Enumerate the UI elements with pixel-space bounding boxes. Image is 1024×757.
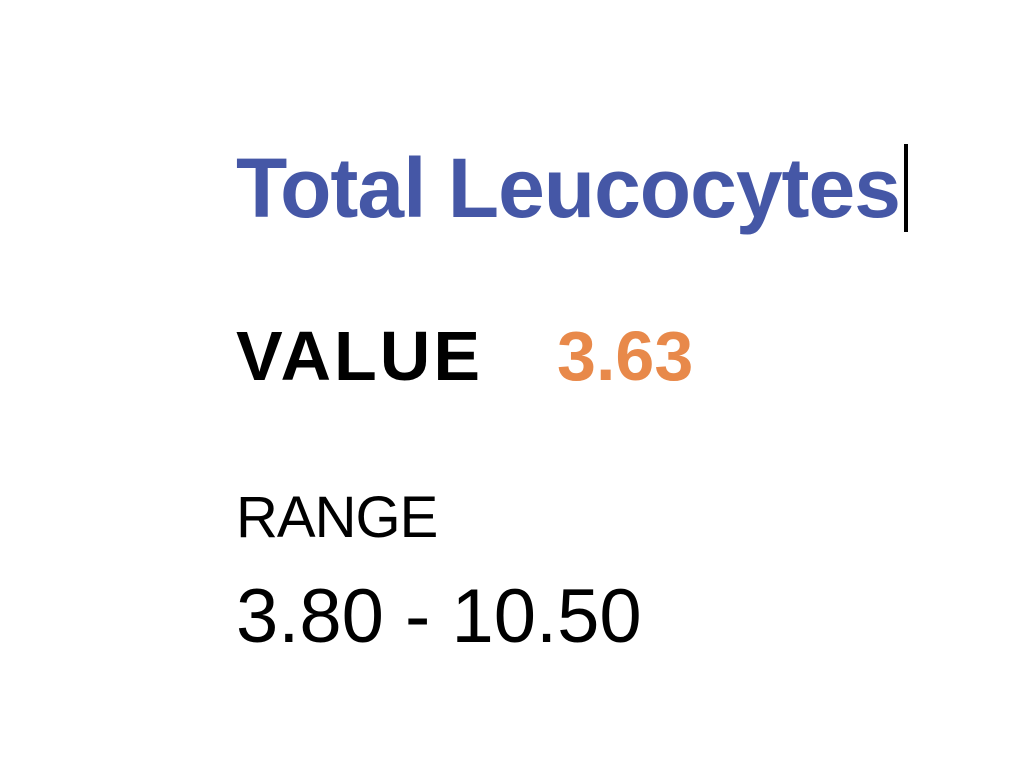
reference-range: 3.80 - 10.50 [236, 574, 642, 659]
value-line: VALUE 3.63 [236, 316, 693, 396]
title-line[interactable]: Total Leucocytes [236, 140, 908, 236]
range-label: RANGE [236, 485, 438, 550]
result-card: Total Leucocytes VALUE 3.63 RANGE 3.80 -… [236, 140, 908, 659]
text-cursor [903, 144, 908, 232]
result-value: 3.63 [557, 317, 694, 395]
test-title[interactable]: Total Leucocytes [236, 141, 901, 235]
value-label: VALUE [236, 317, 484, 395]
